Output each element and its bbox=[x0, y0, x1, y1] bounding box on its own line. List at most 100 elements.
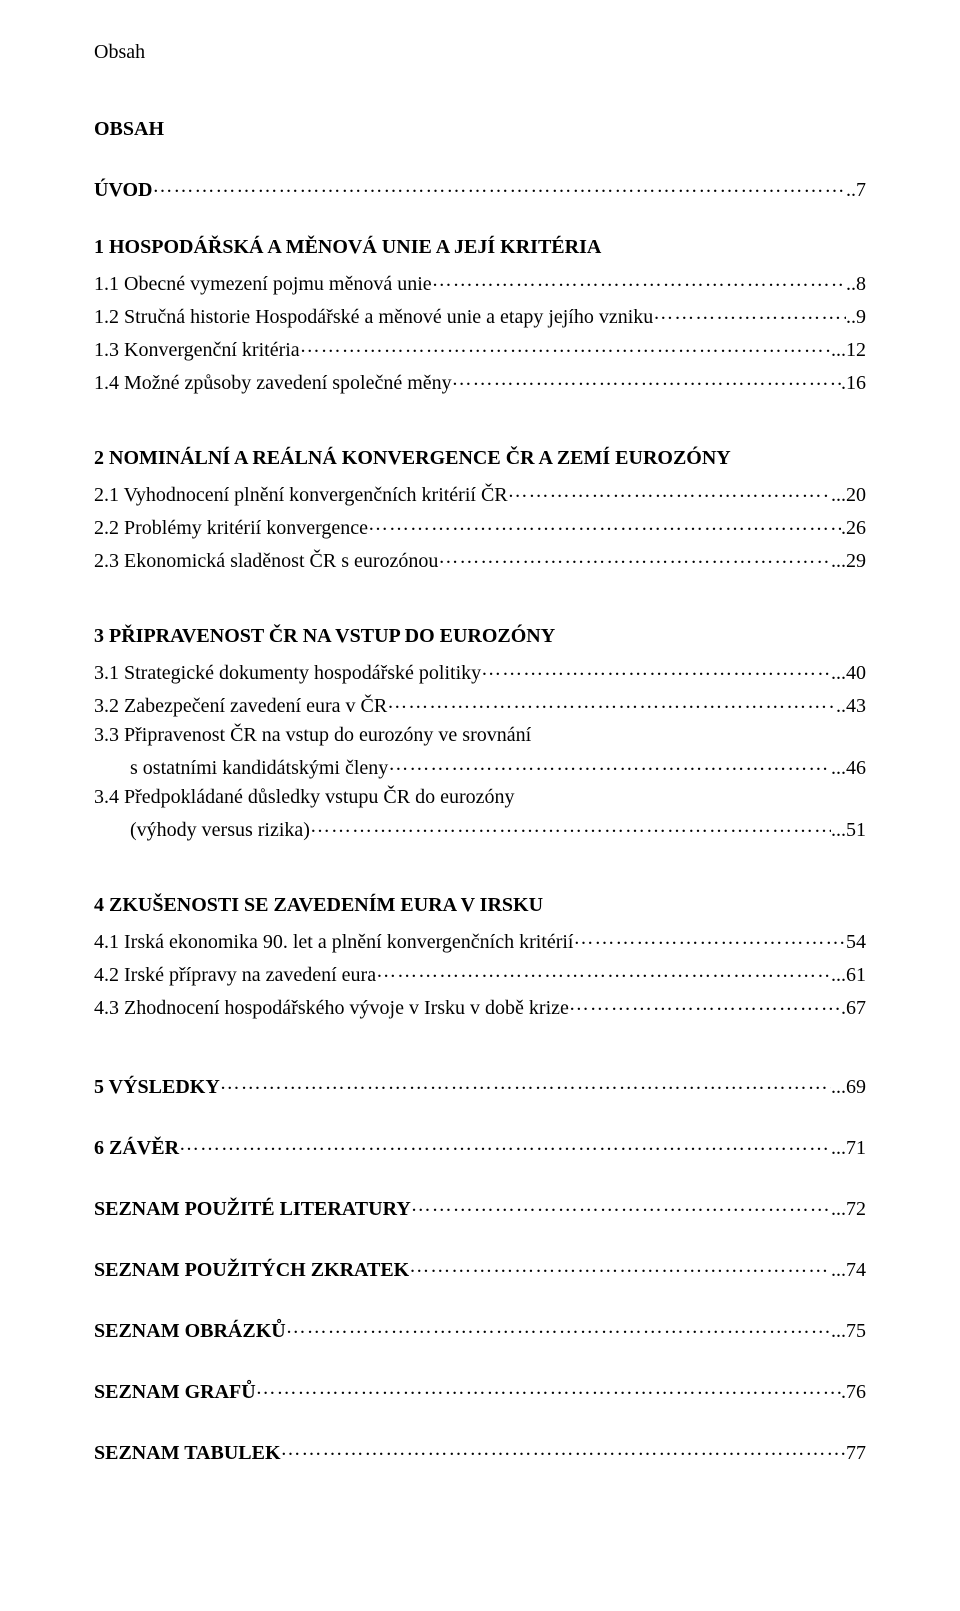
toc-page-number: ...40 bbox=[831, 659, 866, 688]
toc-leader bbox=[574, 924, 847, 948]
toc-section: 2 NOMINÁLNÍ A REÁLNÁ KONVERGENCE ČR A ZE… bbox=[94, 444, 866, 576]
toc-page-number: .26 bbox=[841, 514, 866, 543]
toc-section: ÚVOD ..7 bbox=[94, 172, 866, 205]
toc-leader bbox=[432, 266, 846, 290]
section-gap bbox=[94, 1047, 866, 1069]
toc-row: (výhody versus rizika) ...51 bbox=[94, 812, 866, 845]
toc-leader bbox=[653, 299, 846, 323]
toc-leader bbox=[310, 812, 831, 836]
toc-label: 4.2 Irské přípravy na zavedení eura bbox=[94, 961, 376, 990]
toc-label: 5 VÝSLEDKY bbox=[94, 1073, 220, 1102]
toc-section: SEZNAM POUŽITÉ LITERATURY...72 bbox=[94, 1191, 866, 1224]
toc-leader bbox=[281, 1435, 846, 1459]
toc-section: 3 PŘIPRAVENOST ČR NA VSTUP DO EUROZÓNY 3.… bbox=[94, 622, 866, 845]
toc-leader bbox=[508, 477, 831, 501]
toc-page-number: ..9 bbox=[846, 303, 866, 332]
toc-row: 1.2 Stručná historie Hospodářské a měnov… bbox=[94, 299, 866, 332]
toc-page-number: ...51 bbox=[831, 816, 866, 845]
toc-label: 1.3 Konvergenční kritéria bbox=[94, 336, 300, 365]
toc-label: SEZNAM GRAFŮ bbox=[94, 1378, 256, 1407]
toc-page-number: ...74 bbox=[831, 1256, 866, 1285]
toc-section: SEZNAM OBRÁZKŮ ...75 bbox=[94, 1313, 866, 1346]
toc-row: 3.3 Připravenost ČR na vstup do eurozóny… bbox=[94, 721, 866, 750]
toc-leader bbox=[368, 510, 841, 534]
toc-leader bbox=[438, 543, 831, 567]
toc-row: 4.3 Zhodnocení hospodářského vývoje v Ir… bbox=[94, 990, 866, 1023]
toc-page-number: ..7 bbox=[846, 176, 866, 205]
section-gap bbox=[94, 600, 866, 622]
toc-leader bbox=[153, 172, 847, 196]
toc-page-number: ...20 bbox=[831, 481, 866, 510]
toc-row: SEZNAM GRAFŮ .76 bbox=[94, 1374, 866, 1407]
toc-page-number: ...61 bbox=[831, 961, 866, 990]
toc-label: 4.1 Irská ekonomika 90. let a plnění kon… bbox=[94, 928, 574, 957]
toc-leader bbox=[220, 1069, 831, 1093]
toc-row: SEZNAM OBRÁZKŮ ...75 bbox=[94, 1313, 866, 1346]
toc-section: 1 HOSPODÁŘSKÁ A MĚNOVÁ UNIE A JEJÍ KRITÉ… bbox=[94, 233, 866, 398]
toc-row: 4 ZKUŠENOSTI SE ZAVEDENÍM EURA V IRSKU bbox=[94, 891, 866, 920]
toc-row: 3.4 Předpokládané důsledky vstupu ČR do … bbox=[94, 783, 866, 812]
table-of-contents: ÚVOD ..7 1 HOSPODÁŘSKÁ A MĚNOVÁ UNIE A JEJ… bbox=[94, 172, 866, 1468]
section-gap bbox=[94, 869, 866, 891]
toc-leader bbox=[300, 332, 831, 356]
toc-page-number: ...12 bbox=[831, 336, 866, 365]
toc-row: SEZNAM POUŽITÉ LITERATURY...72 bbox=[94, 1191, 866, 1224]
toc-leader bbox=[452, 365, 841, 389]
toc-row: 1.3 Konvergenční kritéria ...12 bbox=[94, 332, 866, 365]
toc-page-number: .76 bbox=[841, 1378, 866, 1407]
toc-leader bbox=[387, 688, 836, 712]
toc-leader bbox=[286, 1313, 831, 1337]
toc-row: 4.1 Irská ekonomika 90. let a plnění kon… bbox=[94, 924, 866, 957]
toc-page-number: .67 bbox=[841, 994, 866, 1023]
running-header: Obsah bbox=[94, 38, 866, 67]
toc-label: SEZNAM TABULEK bbox=[94, 1439, 281, 1468]
toc-page-number: ...72 bbox=[831, 1195, 866, 1224]
toc-leader bbox=[256, 1374, 841, 1398]
toc-row: 1 HOSPODÁŘSKÁ A MĚNOVÁ UNIE A JEJÍ KRITÉ… bbox=[94, 233, 866, 262]
toc-row: SEZNAM POUŽITÝCH ZKRATEK ...74 bbox=[94, 1252, 866, 1285]
toc-section: SEZNAM TABULEK77 bbox=[94, 1435, 866, 1468]
toc-label: ÚVOD bbox=[94, 176, 153, 205]
toc-leader bbox=[409, 1252, 831, 1276]
toc-page-number: ...46 bbox=[831, 754, 866, 783]
toc-row: 1.4 Možné způsoby zavedení společné měny… bbox=[94, 365, 866, 398]
toc-section: SEZNAM GRAFŮ .76 bbox=[94, 1374, 866, 1407]
toc-label: 3 PŘIPRAVENOST ČR NA VSTUP DO EUROZÓNY bbox=[94, 622, 555, 651]
toc-label: 2 NOMINÁLNÍ A REÁLNÁ KONVERGENCE ČR A ZE… bbox=[94, 444, 731, 473]
toc-label: (výhody versus rizika) bbox=[94, 816, 310, 845]
toc-row: s ostatními kandidátskými členy...46 bbox=[94, 750, 866, 783]
toc-label: 3.2 Zabezpečení zavedení eura v ČR bbox=[94, 692, 387, 721]
toc-label: SEZNAM OBRÁZKŮ bbox=[94, 1317, 286, 1346]
toc-section: 4 ZKUŠENOSTI SE ZAVEDENÍM EURA V IRSKU 4.… bbox=[94, 891, 866, 1023]
toc-row: 2.3 Ekonomická sladěnost ČR s eurozónou.… bbox=[94, 543, 866, 576]
toc-label: SEZNAM POUŽITÝCH ZKRATEK bbox=[94, 1256, 409, 1285]
toc-label: 1.1 Obecné vymezení pojmu měnová unie bbox=[94, 270, 432, 299]
toc-page-number: ...29 bbox=[831, 547, 866, 576]
toc-row: 4.2 Irské přípravy na zavedení eura ...61 bbox=[94, 957, 866, 990]
toc-label: 2.3 Ekonomická sladěnost ČR s eurozónou bbox=[94, 547, 438, 576]
toc-label: 3.3 Připravenost ČR na vstup do eurozóny… bbox=[94, 721, 531, 750]
toc-page-number: .16 bbox=[841, 369, 866, 398]
toc-leader bbox=[569, 990, 841, 1014]
document-page: Obsah OBSAH ÚVOD..71 HOSPODÁŘSKÁ A MĚNOV… bbox=[0, 0, 960, 1611]
toc-label: 6 ZÁVĚR bbox=[94, 1134, 179, 1163]
toc-label: 1.2 Stručná historie Hospodářské a měnov… bbox=[94, 303, 653, 332]
toc-section: 5 VÝSLEDKY ...69 bbox=[94, 1069, 866, 1102]
toc-section: 6 ZÁVĚR...71 bbox=[94, 1130, 866, 1163]
toc-section: SEZNAM POUŽITÝCH ZKRATEK ...74 bbox=[94, 1252, 866, 1285]
toc-leader bbox=[179, 1130, 831, 1154]
toc-leader bbox=[481, 655, 831, 679]
toc-row: ÚVOD ..7 bbox=[94, 172, 866, 205]
toc-label: 3.4 Předpokládané důsledky vstupu ČR do … bbox=[94, 783, 515, 812]
toc-label: 1 HOSPODÁŘSKÁ A MĚNOVÁ UNIE A JEJÍ KRITÉ… bbox=[94, 233, 601, 262]
toc-page-number: ...69 bbox=[831, 1073, 866, 1102]
toc-leader bbox=[411, 1191, 831, 1215]
toc-row: 2.2 Problémy kritérií konvergence .26 bbox=[94, 510, 866, 543]
toc-label: 2.2 Problémy kritérií konvergence bbox=[94, 514, 368, 543]
toc-leader bbox=[376, 957, 831, 981]
toc-row: 2.1 Vyhodnocení plnění konvergenčních kr… bbox=[94, 477, 866, 510]
toc-label: 3.1 Strategické dokumenty hospodářské po… bbox=[94, 659, 481, 688]
toc-page-number: ...75 bbox=[831, 1317, 866, 1346]
toc-row: 3.2 Zabezpečení zavedení eura v ČR..43 bbox=[94, 688, 866, 721]
toc-label: 4 ZKUŠENOSTI SE ZAVEDENÍM EURA V IRSKU bbox=[94, 891, 543, 920]
